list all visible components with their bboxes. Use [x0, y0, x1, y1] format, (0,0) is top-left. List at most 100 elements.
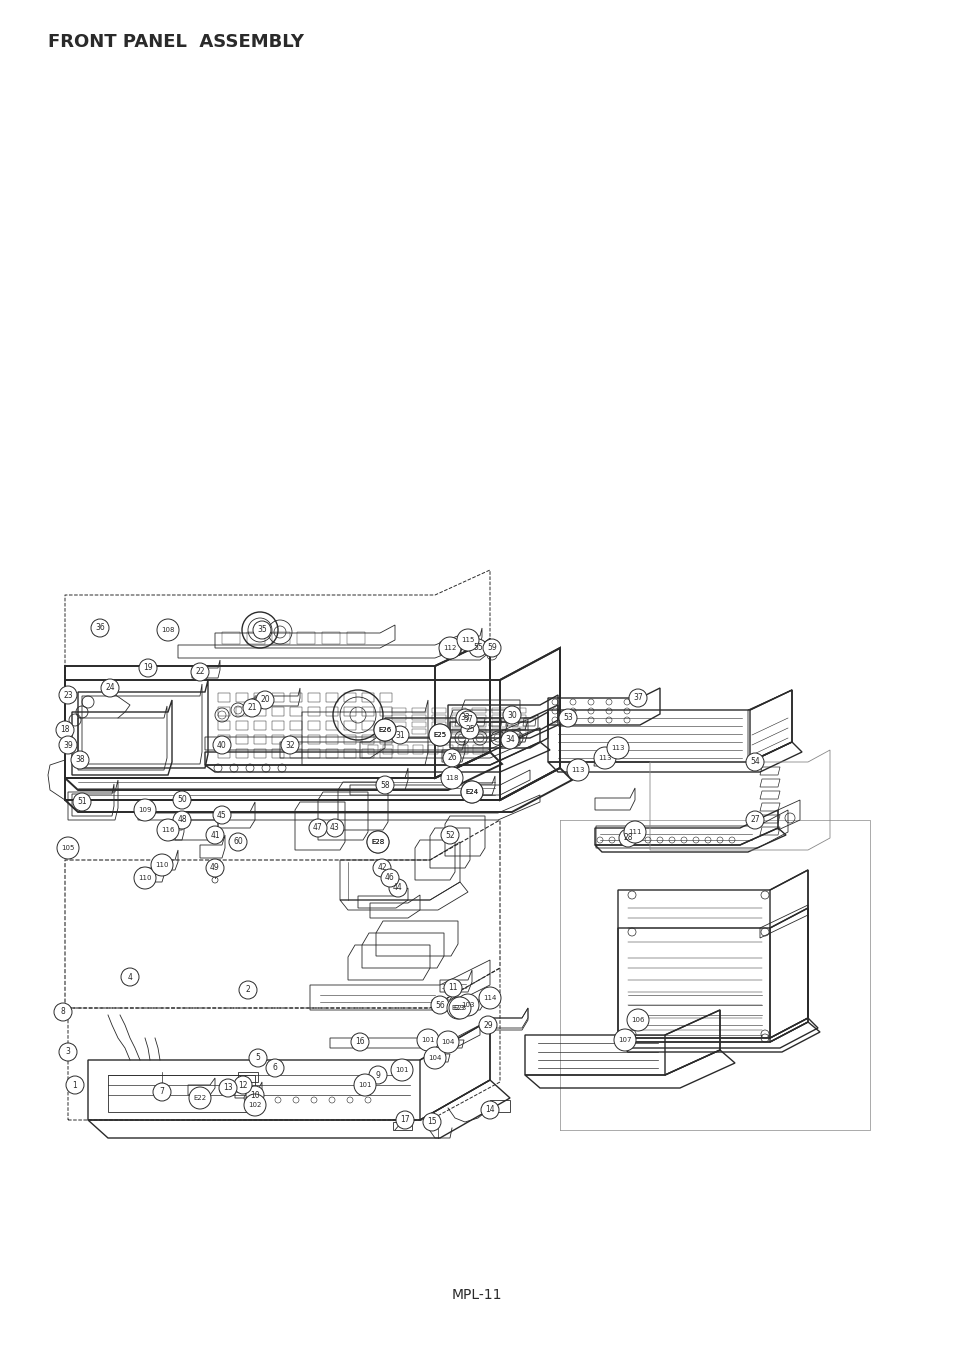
Circle shape: [443, 979, 461, 998]
Text: 35: 35: [257, 625, 267, 634]
Circle shape: [133, 799, 156, 821]
Text: 4: 4: [128, 972, 132, 981]
Text: 6: 6: [273, 1064, 277, 1072]
Circle shape: [59, 736, 77, 755]
Circle shape: [436, 1031, 458, 1053]
Circle shape: [460, 782, 482, 803]
Circle shape: [447, 998, 469, 1019]
Circle shape: [266, 1058, 284, 1077]
Circle shape: [480, 1102, 498, 1119]
Circle shape: [243, 699, 261, 717]
Text: 37: 37: [633, 694, 642, 702]
Text: 103: 103: [460, 1002, 475, 1008]
Circle shape: [56, 721, 74, 738]
Circle shape: [478, 987, 500, 1008]
Text: 106: 106: [631, 1017, 644, 1023]
Circle shape: [206, 826, 224, 844]
Circle shape: [482, 639, 500, 657]
Text: 16: 16: [355, 1038, 364, 1046]
Text: 116: 116: [161, 828, 174, 833]
Text: 113: 113: [611, 745, 624, 751]
Circle shape: [429, 724, 451, 747]
Text: 54: 54: [749, 757, 760, 767]
Text: 101: 101: [395, 1066, 408, 1073]
Circle shape: [606, 737, 628, 759]
Text: 34: 34: [504, 736, 515, 744]
Text: MPL-11: MPL-11: [452, 1288, 501, 1301]
Text: 101: 101: [421, 1037, 435, 1044]
Text: E24: E24: [465, 788, 478, 795]
Text: 115: 115: [461, 637, 475, 643]
Text: 44: 44: [393, 883, 402, 892]
Circle shape: [431, 996, 449, 1014]
Text: 36: 36: [95, 624, 105, 633]
Text: 51: 51: [77, 798, 87, 806]
Text: 53: 53: [562, 714, 572, 722]
Text: 17: 17: [399, 1115, 410, 1125]
Text: 10: 10: [250, 1091, 259, 1099]
Circle shape: [745, 811, 763, 829]
Circle shape: [478, 1017, 497, 1034]
Text: 15: 15: [427, 1118, 436, 1126]
Circle shape: [66, 1076, 84, 1094]
Text: 114: 114: [483, 995, 497, 1000]
Circle shape: [59, 1044, 77, 1061]
Text: 2: 2: [245, 986, 250, 995]
Circle shape: [626, 1008, 648, 1031]
Circle shape: [628, 688, 646, 707]
Text: 19: 19: [143, 663, 152, 672]
Text: 18: 18: [60, 725, 70, 734]
Circle shape: [449, 998, 471, 1019]
Circle shape: [458, 711, 476, 729]
Text: 112: 112: [443, 645, 456, 651]
Circle shape: [440, 826, 458, 844]
Circle shape: [374, 720, 395, 741]
Circle shape: [442, 749, 460, 767]
Circle shape: [374, 720, 395, 741]
Circle shape: [614, 1029, 636, 1052]
Text: 5: 5: [255, 1053, 260, 1062]
Circle shape: [229, 833, 247, 851]
Text: 25: 25: [465, 725, 475, 734]
Circle shape: [152, 1083, 171, 1102]
Circle shape: [375, 776, 394, 794]
Text: 109: 109: [138, 807, 152, 813]
Text: E25: E25: [433, 732, 446, 738]
Text: 20: 20: [260, 695, 270, 705]
Text: 48: 48: [177, 815, 187, 825]
Circle shape: [469, 639, 486, 657]
Text: 9: 9: [375, 1071, 380, 1080]
Text: 108: 108: [161, 626, 174, 633]
Circle shape: [253, 621, 271, 639]
Text: E25: E25: [433, 732, 446, 738]
Text: 118: 118: [445, 775, 458, 782]
Circle shape: [101, 679, 119, 697]
Text: 31: 31: [395, 730, 404, 740]
Text: 110: 110: [155, 863, 169, 868]
Text: 104: 104: [428, 1054, 441, 1061]
Text: 46: 46: [385, 873, 395, 883]
Circle shape: [309, 819, 327, 837]
Circle shape: [429, 724, 451, 747]
Text: 41: 41: [210, 830, 219, 840]
Text: 22: 22: [195, 667, 205, 676]
Circle shape: [326, 819, 344, 837]
Circle shape: [172, 791, 191, 809]
Circle shape: [618, 829, 637, 846]
Text: 3: 3: [66, 1048, 71, 1057]
Circle shape: [91, 620, 109, 637]
Text: 49: 49: [210, 864, 219, 872]
Text: 104: 104: [441, 1040, 455, 1045]
Text: 111: 111: [628, 829, 641, 836]
Circle shape: [391, 1058, 413, 1081]
Text: 14: 14: [485, 1106, 495, 1115]
Circle shape: [456, 709, 474, 728]
Circle shape: [233, 1076, 252, 1094]
Circle shape: [456, 994, 478, 1017]
Text: 55: 55: [473, 644, 482, 652]
Circle shape: [354, 1075, 375, 1096]
Circle shape: [189, 1087, 211, 1108]
Circle shape: [416, 1029, 438, 1052]
Text: 113: 113: [571, 767, 584, 774]
Circle shape: [281, 736, 298, 755]
